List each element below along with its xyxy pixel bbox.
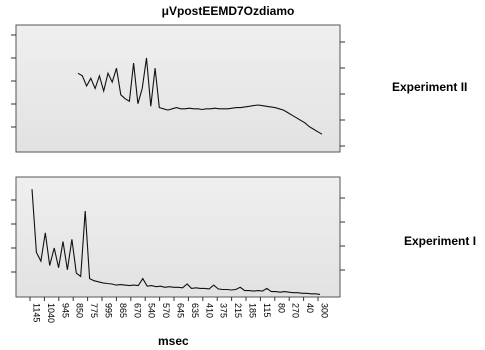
x-tick-label-15: 185: [248, 303, 258, 318]
panel-bottom-left-ticks: [11, 199, 16, 273]
x-tick-label-19: 40: [305, 303, 315, 313]
x-tick-label-11: 635: [190, 303, 200, 318]
panel-bottom-right-ticks: [340, 197, 345, 271]
panel-label-experiment-ii: Experiment II: [392, 80, 468, 94]
x-axis-label: msec: [158, 334, 189, 348]
x-tick-label-9: 570: [161, 303, 171, 318]
x-tick-label-18: 270: [291, 303, 301, 318]
x-axis-ticks: [29, 297, 319, 301]
x-axis-tick-labels: 1145 1040 945 850 775 995 865 670 540 570 645 635 41…: [32, 303, 330, 323]
panel-label-experiment-i: Experiment I: [404, 234, 477, 248]
x-tick-label-6: 865: [118, 303, 128, 318]
series-line-experiment-ii: [77, 57, 323, 135]
panel-bottom: 1145 1040 945 850 775 995 865 670 540 570 645 635 41…: [11, 176, 345, 323]
x-tick-label-16: 115: [262, 303, 272, 317]
x-tick-label-1: 1040: [46, 303, 56, 323]
x-tick-label-20: 300: [320, 303, 330, 318]
panel-top-left-ticks: [11, 34, 16, 128]
x-tick-label-4: 775: [89, 303, 99, 318]
panel-top-background: [15, 24, 341, 153]
x-tick-label-12: 410: [204, 303, 214, 318]
x-tick-label-8: 540: [147, 303, 157, 318]
x-tick-label-13: 375: [219, 303, 229, 318]
x-tick-label-3: 850: [75, 303, 85, 318]
x-tick-label-5: 995: [104, 303, 114, 318]
panel-top: [11, 24, 345, 153]
chart-title: μVpostEEMD7Ozdiamo: [161, 4, 295, 18]
panel-top-right-ticks: [340, 41, 345, 147]
x-tick-label-7: 670: [132, 303, 142, 318]
panel-bottom-background: [15, 176, 341, 298]
x-tick-label-14: 215: [233, 303, 243, 318]
series-line-experiment-i: [31, 189, 321, 295]
x-tick-label-0: 1145: [32, 303, 42, 322]
x-tick-label-10: 645: [176, 303, 186, 318]
x-tick-label-17: 80: [276, 303, 286, 313]
x-tick-label-2: 945: [60, 303, 70, 318]
